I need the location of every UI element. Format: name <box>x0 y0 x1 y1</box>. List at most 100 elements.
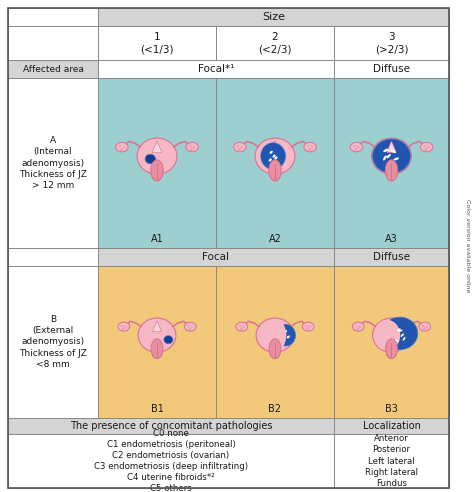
Bar <box>216 78 334 248</box>
Ellipse shape <box>119 145 121 147</box>
Bar <box>98 8 449 26</box>
Ellipse shape <box>306 325 307 327</box>
Bar <box>334 78 449 248</box>
Ellipse shape <box>236 322 247 331</box>
Ellipse shape <box>191 148 193 150</box>
Ellipse shape <box>125 326 126 327</box>
Ellipse shape <box>137 138 177 174</box>
Bar <box>8 60 98 78</box>
Polygon shape <box>152 141 162 153</box>
Text: Diffuse: Diffuse <box>373 64 410 74</box>
Ellipse shape <box>256 318 294 352</box>
Ellipse shape <box>425 149 426 151</box>
Bar <box>98 60 216 78</box>
Ellipse shape <box>386 339 397 359</box>
Bar <box>98 60 334 78</box>
Ellipse shape <box>121 325 123 327</box>
Text: The presence of concomitant pathologies: The presence of concomitant pathologies <box>70 421 272 431</box>
Ellipse shape <box>120 149 121 151</box>
Ellipse shape <box>373 318 410 352</box>
Text: 3
(>2/3): 3 (>2/3) <box>375 32 408 54</box>
Ellipse shape <box>359 326 361 327</box>
Ellipse shape <box>241 146 243 148</box>
Ellipse shape <box>188 325 189 327</box>
Ellipse shape <box>164 336 173 344</box>
Bar <box>216 266 334 418</box>
Bar <box>98 26 216 60</box>
Bar <box>8 78 98 248</box>
Ellipse shape <box>356 325 357 327</box>
Polygon shape <box>387 141 396 153</box>
Text: A2: A2 <box>269 234 282 244</box>
Text: A3: A3 <box>385 234 398 244</box>
Ellipse shape <box>307 145 309 147</box>
Ellipse shape <box>357 329 358 330</box>
Bar <box>334 60 449 78</box>
Ellipse shape <box>151 339 163 359</box>
Polygon shape <box>270 141 280 153</box>
Bar <box>216 26 334 60</box>
Ellipse shape <box>145 154 155 164</box>
Bar <box>334 248 449 266</box>
Ellipse shape <box>284 330 287 333</box>
Ellipse shape <box>310 326 311 327</box>
Text: B
(External
adenomyosis)
Thickness of JZ
<8 mm: B (External adenomyosis) Thickness of JZ… <box>19 315 87 369</box>
Ellipse shape <box>138 318 176 352</box>
Ellipse shape <box>189 145 191 147</box>
Bar <box>98 248 334 266</box>
Ellipse shape <box>121 148 123 150</box>
Ellipse shape <box>273 154 276 157</box>
Ellipse shape <box>386 339 397 359</box>
Ellipse shape <box>255 138 295 174</box>
Text: Anterior
Posterior
Left lateral
Right lateral
Fundus: Anterior Posterior Left lateral Right la… <box>365 434 418 488</box>
Ellipse shape <box>391 150 396 153</box>
Ellipse shape <box>372 138 411 174</box>
Text: B1: B1 <box>151 404 164 414</box>
Text: B3: B3 <box>385 404 398 414</box>
Ellipse shape <box>264 319 286 351</box>
Ellipse shape <box>241 328 242 329</box>
Ellipse shape <box>310 148 311 150</box>
Ellipse shape <box>350 142 363 152</box>
Ellipse shape <box>352 322 364 331</box>
Ellipse shape <box>151 160 163 181</box>
Text: C0 none
C1 endometriosis (peritoneal)
C2 endometriosis (ovarian)
C3 endometriosi: C0 none C1 endometriosis (peritoneal) C2… <box>94 429 248 492</box>
Ellipse shape <box>422 325 424 327</box>
Text: Color version available online: Color version available online <box>465 199 471 293</box>
Ellipse shape <box>276 324 295 346</box>
Ellipse shape <box>401 334 404 337</box>
Ellipse shape <box>423 329 424 330</box>
Polygon shape <box>387 321 396 332</box>
Bar <box>334 26 449 60</box>
Text: A
(Internal
adenomyosis)
Thickness of JZ
> 12 mm: A (Internal adenomyosis) Thickness of JZ… <box>19 136 87 190</box>
Ellipse shape <box>240 329 241 330</box>
Ellipse shape <box>269 158 272 161</box>
Ellipse shape <box>234 142 246 152</box>
Ellipse shape <box>308 328 309 329</box>
Ellipse shape <box>311 146 313 148</box>
Ellipse shape <box>307 329 308 330</box>
Ellipse shape <box>238 149 239 151</box>
Ellipse shape <box>282 337 284 339</box>
Ellipse shape <box>191 326 193 327</box>
Text: B2: B2 <box>268 404 282 414</box>
Ellipse shape <box>239 148 241 150</box>
Bar <box>8 26 98 60</box>
Bar <box>216 60 334 78</box>
Ellipse shape <box>122 329 123 330</box>
Ellipse shape <box>191 149 192 151</box>
Ellipse shape <box>123 328 124 329</box>
Ellipse shape <box>184 322 196 331</box>
Ellipse shape <box>424 328 426 329</box>
Bar <box>8 266 98 418</box>
Ellipse shape <box>243 326 244 327</box>
Ellipse shape <box>385 160 398 181</box>
Text: 2
(<2/3): 2 (<2/3) <box>258 32 292 54</box>
Bar <box>98 78 216 248</box>
Ellipse shape <box>261 143 285 169</box>
Ellipse shape <box>426 326 427 327</box>
Ellipse shape <box>403 337 405 341</box>
Text: Size: Size <box>262 12 285 22</box>
Polygon shape <box>153 321 162 332</box>
Ellipse shape <box>420 142 433 152</box>
